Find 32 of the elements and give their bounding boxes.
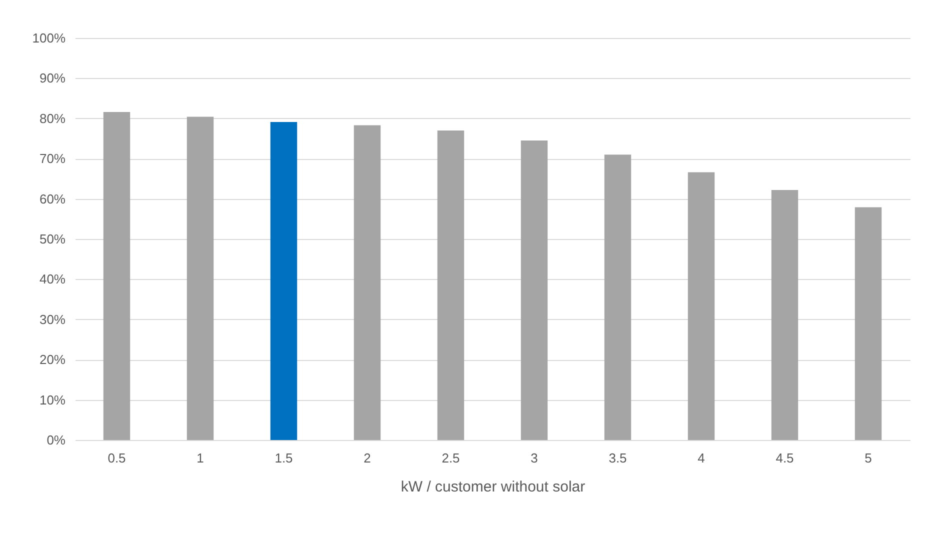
- x-tick-label: 3: [530, 450, 538, 466]
- bar: [354, 125, 381, 440]
- y-tick-label: 90%: [39, 70, 66, 86]
- bar: [854, 207, 882, 440]
- bar: [688, 172, 715, 440]
- y-tick-label: 80%: [39, 110, 66, 126]
- bar: [186, 116, 214, 440]
- bar: [604, 154, 632, 440]
- x-tick-label: 1.5: [274, 450, 293, 466]
- x-axis-title: kW / customer without solar: [400, 478, 586, 496]
- y-tick-label: 70%: [39, 151, 66, 166]
- y-tick-label: 10%: [39, 392, 66, 408]
- y-tick-label: 40%: [39, 272, 66, 287]
- y-tick-label: 60%: [39, 191, 66, 206]
- y-tick-label: 20%: [39, 352, 66, 368]
- bar: [520, 140, 548, 440]
- x-tick-label: 4: [698, 450, 705, 466]
- y-tick-label: 50%: [39, 232, 66, 246]
- y-tick-label: 100%: [32, 30, 66, 46]
- bar: [771, 190, 798, 440]
- x-tick-label: 5: [864, 450, 872, 466]
- bar: [270, 122, 298, 440]
- y-tick-label: 30%: [39, 312, 66, 327]
- bar: [103, 112, 130, 440]
- bar: [437, 130, 464, 440]
- x-tick-label: 2.5: [442, 450, 460, 466]
- x-tick-label: 3.5: [608, 450, 627, 466]
- x-tick-label: 1: [196, 450, 204, 466]
- y-tick-label: 0%: [46, 432, 66, 448]
- x-tick-label: 4.5: [776, 450, 794, 466]
- x-tick-label: 2: [364, 450, 371, 466]
- x-tick-label: 0.5: [108, 450, 126, 466]
